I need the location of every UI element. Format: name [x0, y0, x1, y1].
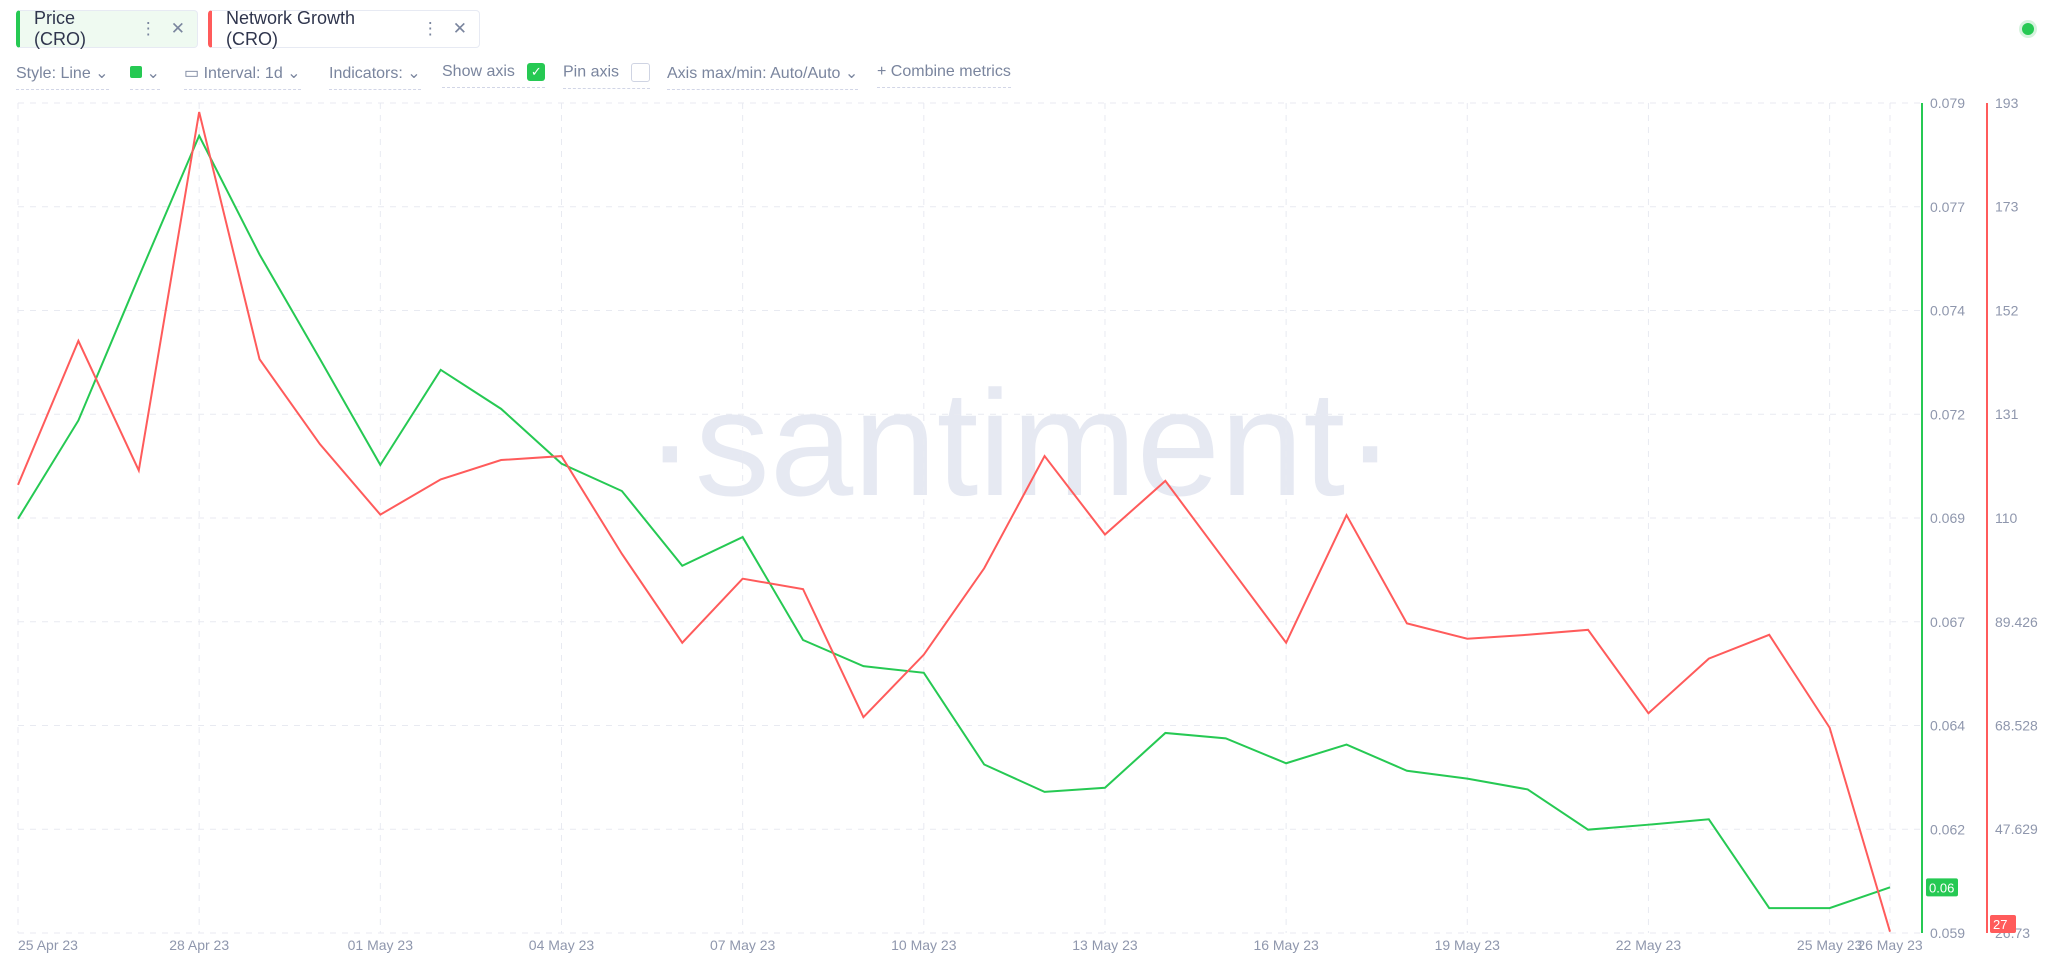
y-tick-label: 0.059 [1930, 925, 1965, 941]
x-tick-label: 07 May 23 [710, 937, 776, 953]
y-tick-label: 0.069 [1930, 510, 1965, 526]
x-tick-label: 01 May 23 [348, 937, 414, 953]
interval-select[interactable]: ▭ Interval: 1d ⌄ [184, 63, 301, 90]
x-tick-label: 04 May 23 [529, 937, 595, 953]
y2-tick-label: 68.528 [1995, 717, 2038, 733]
axis-minmax[interactable]: Axis max/min: Auto/Auto ⌄ [667, 63, 859, 90]
label: Pin axis [563, 63, 620, 81]
y-tick-label: 0.067 [1930, 614, 1965, 630]
x-tick-label: 25 Apr 23 [18, 937, 78, 953]
x-tick-label: 25 May 23 [1797, 937, 1863, 953]
combine-metrics[interactable]: + Combine metrics [877, 63, 1011, 88]
y-tick-label: 0.064 [1930, 718, 1965, 734]
label: Indicators: [329, 65, 403, 82]
y2-tick-label: 131 [1995, 406, 2019, 422]
y2-tick-label: 89.426 [1995, 614, 2038, 630]
tab-label: Price (CRO) [34, 8, 86, 49]
tab[interactable]: Network Growth (CRO) ⋮ ✕ [208, 8, 480, 49]
y2-tick-label: 26.73 [1995, 925, 2030, 941]
label: Style: Line [16, 65, 91, 82]
x-tick-label: 22 May 23 [1616, 937, 1682, 953]
y2-tick-label: 152 [1995, 302, 2019, 318]
x-tick-label: 26 May 23 [1857, 937, 1923, 953]
x-tick-label: 16 May 23 [1253, 937, 1319, 953]
x-tick-label: 13 May 23 [1072, 937, 1138, 953]
y2-tick-label: 193 [1995, 95, 2019, 111]
y-tick-label: 0.079 [1930, 95, 1965, 111]
y-tick-label: 0.072 [1930, 406, 1965, 422]
tab[interactable]: Price (CRO) ⋮ ✕ [16, 8, 198, 49]
label: Combine metrics [890, 63, 1011, 80]
style-select[interactable]: Style: Line ⌄ [16, 63, 109, 90]
y2-tick-label: 173 [1995, 199, 2019, 215]
end-label: 27 [1993, 917, 2007, 932]
line [17, 133, 1891, 910]
status-dot [2022, 23, 2034, 35]
line [17, 111, 1891, 932]
pin-axis[interactable]: Pin axis [563, 63, 651, 89]
label: Show axis [442, 63, 515, 80]
y-tick-label: 0.077 [1930, 199, 1965, 215]
end-badge [1926, 878, 1958, 897]
tab-label: Network Growth (CRO) [226, 8, 356, 49]
x-tick-label: 10 May 23 [891, 937, 957, 953]
x-tick-label: 19 May 23 [1435, 937, 1501, 953]
watermark: ·santiment· [645, 359, 1395, 527]
indicators[interactable]: Indicators: ⌄ [329, 63, 421, 90]
y-tick-label: 0.074 [1930, 303, 1965, 319]
x-tick-label: 28 Apr 23 [169, 937, 229, 953]
y2-tick-label: 110 [1995, 510, 2018, 526]
end-label: 0.06 [1929, 880, 1954, 895]
show-axis[interactable]: Show axis ✓ [442, 63, 546, 88]
label: Interval: 1d [203, 65, 283, 82]
label: Axis max/min: Auto/Auto [667, 65, 841, 82]
end-badge [1990, 915, 2016, 933]
color-select[interactable]: ⌄ [130, 63, 160, 90]
y-tick-label: 0.062 [1930, 821, 1965, 837]
y2-tick-label: 47.629 [1995, 821, 2038, 837]
